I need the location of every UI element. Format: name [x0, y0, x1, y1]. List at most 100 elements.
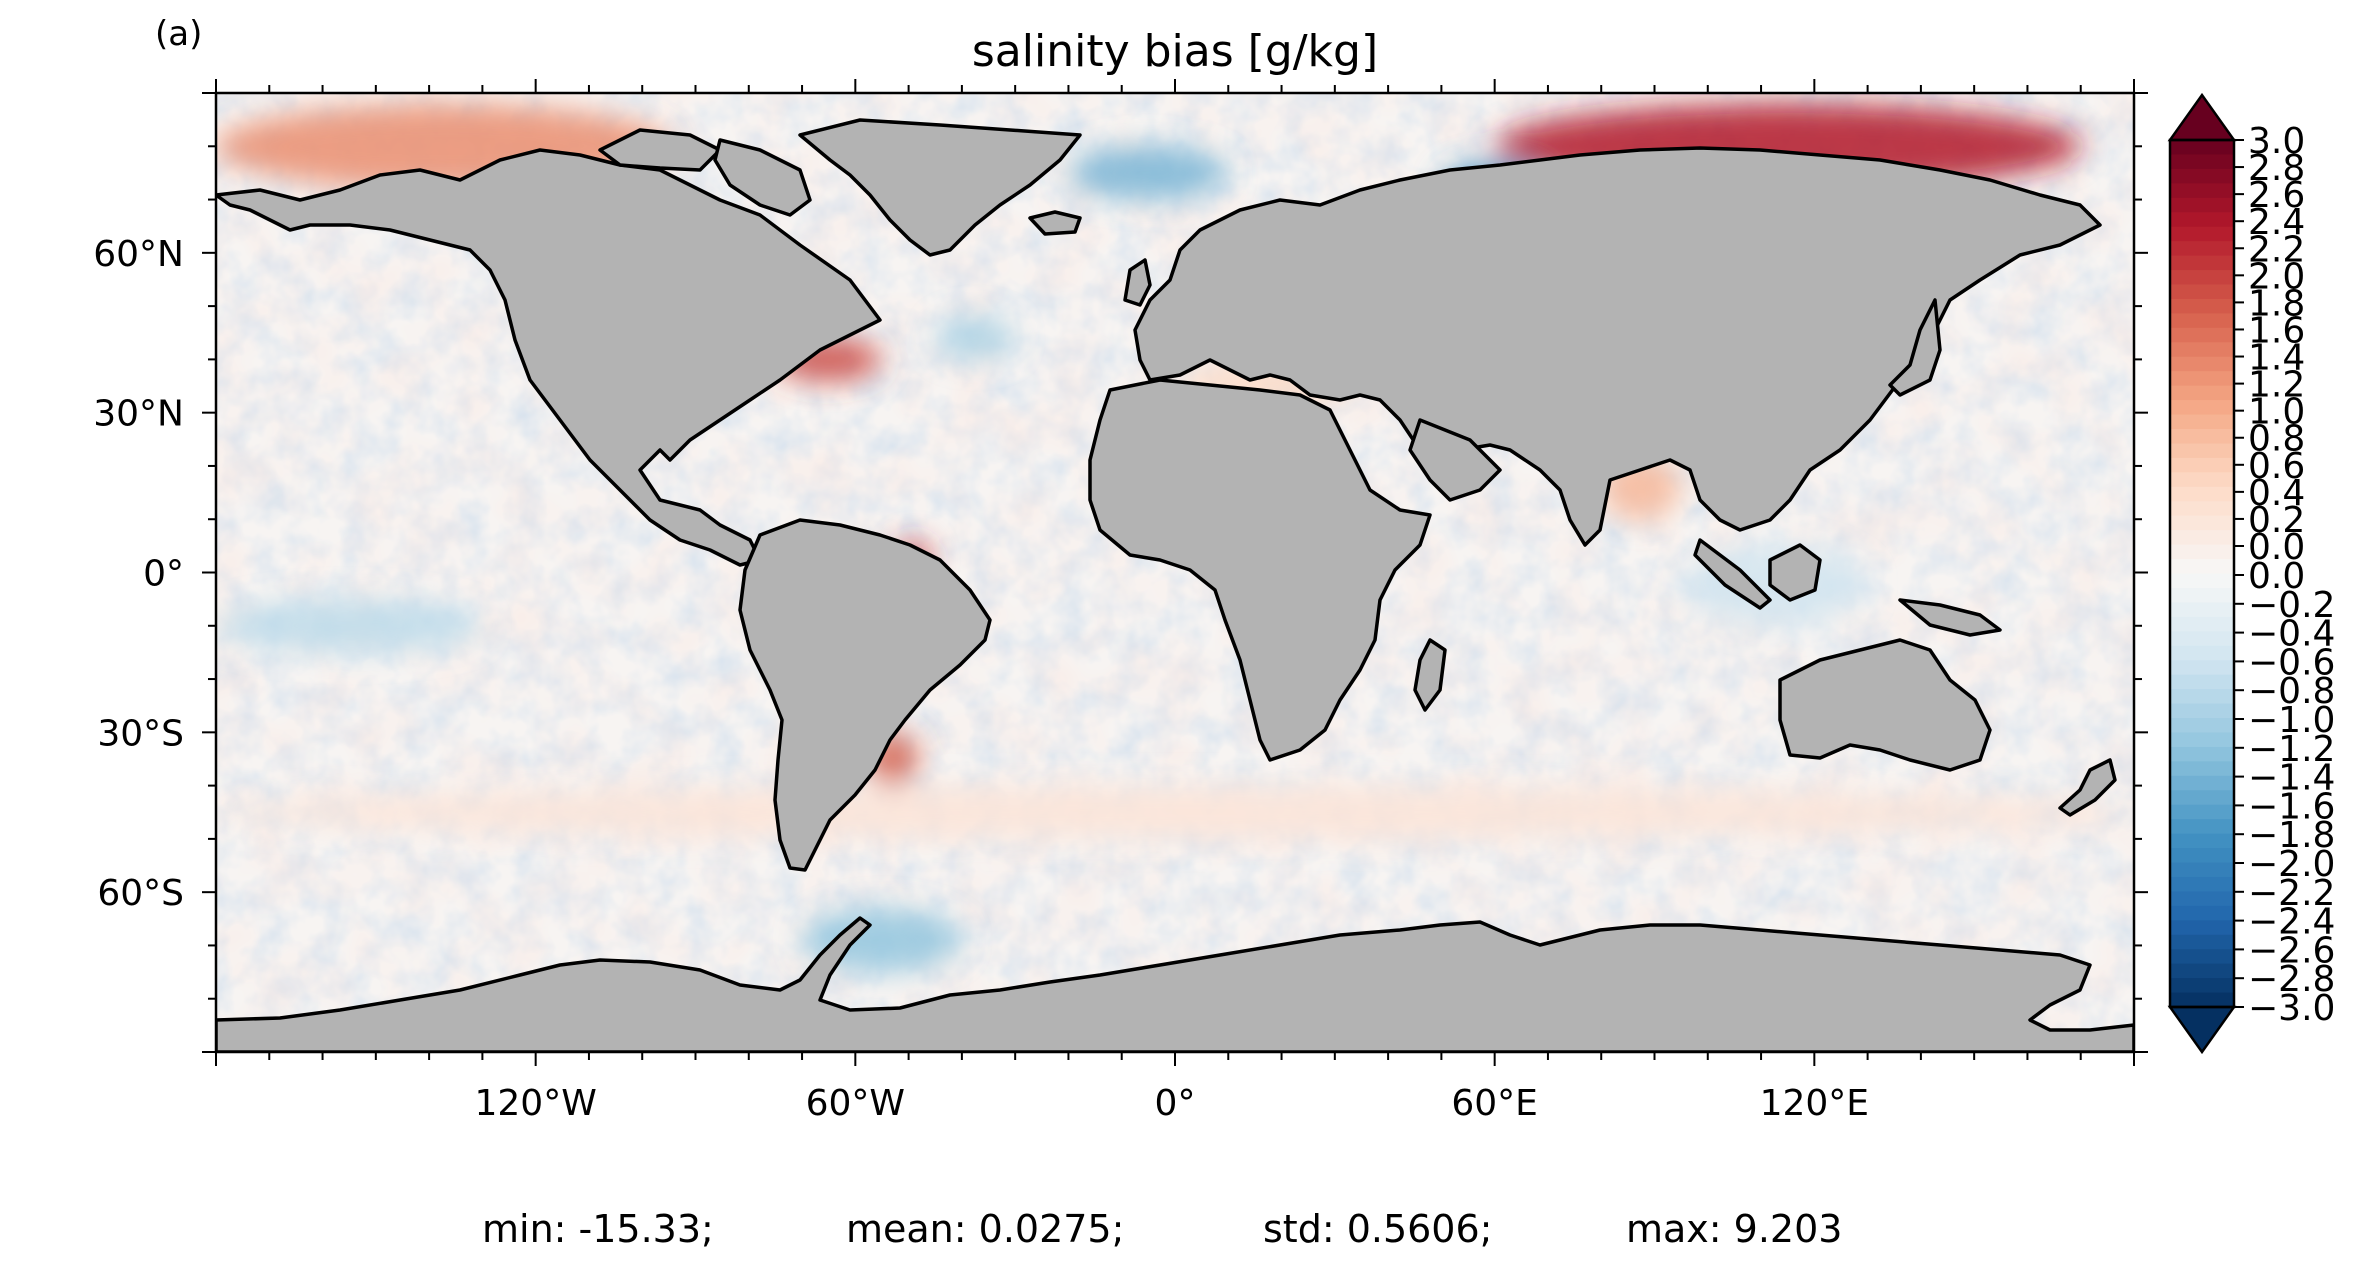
- colorbar-tick-label: 1.8: [2248, 283, 2305, 324]
- colorbar-tick-label: 0.2: [2248, 500, 2305, 541]
- colorbar-block: [2170, 848, 2234, 864]
- colorbar-block: [2170, 891, 2234, 907]
- landmass-canadian-archipelago: [598, 128, 722, 172]
- colorbar-block: [2170, 775, 2234, 791]
- colorbar-block: [2170, 978, 2234, 994]
- landmass-africa: [1088, 378, 1432, 762]
- colorbar-block: [2170, 718, 2234, 734]
- colorbar-tick-label: −0.2: [2248, 585, 2335, 626]
- colorbar-block: [2170, 616, 2234, 632]
- colorbar-block: [2170, 472, 2234, 488]
- colorbar-block: [2170, 356, 2234, 372]
- colorbar-tick-label: 2.4: [2248, 202, 2305, 243]
- colorbar-tick-label: 1.4: [2248, 338, 2305, 379]
- colorbar-block: [2170, 168, 2234, 184]
- colorbar-block: [2170, 284, 2234, 300]
- colorbar-block: [2170, 443, 2234, 459]
- y-axis: 60°N 30°N 0° 30°S 60°S: [93, 92, 2148, 1053]
- landmass-australia: [1778, 638, 1992, 772]
- landmass-sumatra: [1693, 538, 1772, 610]
- x-tick-label: 120°W: [475, 1083, 597, 1124]
- colorbar-tick-label: 0.4: [2248, 473, 2305, 514]
- colorbar-block: [2170, 255, 2234, 271]
- landmass-greenland: [798, 118, 1082, 257]
- y-tick-label: 0°: [143, 554, 184, 595]
- colorbar-block: [2170, 226, 2234, 242]
- colorbar-block: [2170, 327, 2234, 343]
- colorbar-block: [2170, 400, 2234, 416]
- colorbar-block: [2170, 385, 2234, 401]
- x-tick-label: 120°E: [1760, 1083, 1869, 1124]
- colorbar-tick-label: −1.8: [2248, 815, 2335, 856]
- landmass-baffin: [713, 138, 812, 217]
- y-tick-label: 30°S: [97, 713, 184, 754]
- colorbar-block: [2170, 313, 2234, 329]
- colorbar-lower-extend-arrow: [2167, 1005, 2237, 1055]
- landmass-iceland: [1028, 210, 1082, 236]
- colorbar-block: [2170, 992, 2234, 1008]
- colorbar-block: [2170, 674, 2234, 690]
- colorbar-tick-label: 2.8: [2248, 148, 2305, 189]
- colorbar-tick-label: 3.0: [2248, 121, 2305, 162]
- landmass-madagascar: [1413, 638, 1447, 712]
- colorbar-tick-label: 0.8: [2248, 419, 2305, 460]
- colorbar-ticks: 3.02.82.62.42.22.01.81.61.41.21.00.80.60…: [2234, 121, 2335, 1029]
- stats-min: min: -15.33;: [482, 1207, 714, 1251]
- x-tick-label: 60°E: [1451, 1083, 1538, 1124]
- landmass-new-guinea: [1898, 598, 2002, 637]
- colorbar: 3.02.82.62.42.22.01.81.61.41.21.00.80.60…: [2167, 92, 2335, 1055]
- colorbar-block: [2170, 486, 2234, 502]
- colorbar-tick-label: −2.0: [2248, 844, 2335, 885]
- colorbar-tick-label: 1.6: [2248, 310, 2305, 351]
- colorbar-block: [2170, 371, 2234, 387]
- colorbar-block: [2170, 515, 2234, 531]
- colorbar-block: [2170, 587, 2234, 603]
- colorbar-block: [2170, 631, 2234, 647]
- colorbar-block: [2170, 862, 2234, 878]
- colorbar-tick-label: 2.2: [2248, 229, 2305, 270]
- x-tick-label: 60°W: [806, 1083, 905, 1124]
- colorbar-tick-label: −0.4: [2248, 614, 2335, 655]
- colorbar-tick-label: −1.6: [2248, 786, 2335, 827]
- colorbar-frame: [2168, 138, 2236, 1009]
- colorbar-block: [2170, 761, 2234, 777]
- stats-footer: min: -15.33; mean: 0.0275; std: 0.5606; …: [482, 1207, 1842, 1251]
- colorbar-block: [2170, 905, 2234, 921]
- colorbar-block: [2170, 645, 2234, 661]
- colorbar-block: [2170, 212, 2234, 228]
- colorbar-block: [2170, 790, 2234, 806]
- stats-mean: mean: 0.0275;: [846, 1207, 1124, 1251]
- colorbar-tick-label: 0.6: [2248, 446, 2305, 487]
- colorbar-block: [2170, 876, 2234, 892]
- colorbar-block: [2170, 819, 2234, 835]
- colorbar-tick-label: 1.2: [2248, 365, 2305, 406]
- colorbar-block: [2170, 414, 2234, 430]
- colorbar-block: [2170, 501, 2234, 517]
- colorbar-block: [2170, 732, 2234, 748]
- colorbar-block: [2170, 660, 2234, 676]
- colorbar-block: [2170, 689, 2234, 705]
- colorbar-tick-label: −3.0: [2248, 988, 2335, 1029]
- colorbar-block: [2170, 241, 2234, 257]
- colorbar-block: [2170, 920, 2234, 936]
- colorbar-tick-label: −2.8: [2248, 959, 2335, 1000]
- colorbar-block: [2170, 746, 2234, 762]
- colorbar-block: [2170, 342, 2234, 358]
- colorbar-tick-label: 0.0: [2248, 556, 2305, 597]
- landmass-uk: [1123, 258, 1152, 307]
- y-tick-label: 30°N: [93, 394, 184, 435]
- colorbar-block: [2170, 602, 2234, 618]
- colorbar-upper-extend-arrow: [2167, 92, 2237, 142]
- colorbar-block: [2170, 183, 2234, 199]
- colorbar-block: [2170, 573, 2234, 589]
- colorbar-tick-label: −1.4: [2248, 758, 2335, 799]
- colorbar-block: [2170, 833, 2234, 849]
- colorbar-block: [2170, 949, 2234, 965]
- colorbar-block: [2170, 703, 2234, 719]
- colorbar-block: [2170, 154, 2234, 170]
- colorbar-block: [2170, 270, 2234, 286]
- colorbar-block: [2170, 544, 2234, 560]
- landmass-eurasia: [1133, 146, 2102, 547]
